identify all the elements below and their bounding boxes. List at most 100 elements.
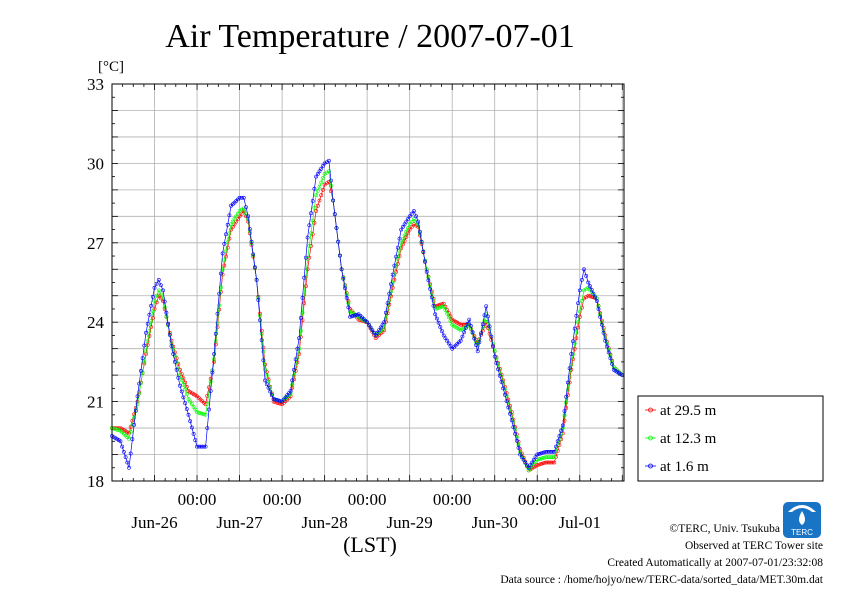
data-point [509,418,514,423]
data-point [133,408,138,413]
data-point [562,409,567,414]
data-point [295,360,300,365]
data-point [533,455,538,460]
data-point [264,382,269,387]
data-point [404,229,409,234]
data-point [458,338,463,343]
data-point [465,321,470,326]
x-tick-label-time: 00:00 [433,490,472,509]
data-point [237,195,242,200]
data-point [588,284,592,289]
data-point [514,435,519,440]
data-point [189,425,194,430]
data-point [319,180,324,185]
data-point [402,222,407,227]
data-point [383,310,388,315]
data-point [554,444,558,449]
data-point [150,316,155,320]
data-point [566,380,570,385]
data-point [135,402,140,407]
data-point [538,456,543,461]
data-point [268,389,273,394]
data-point [183,387,188,392]
data-point [428,283,433,288]
plot-frame [111,83,625,482]
data-point [474,343,478,347]
data-point [128,451,133,456]
data-point [145,321,150,326]
data-point [254,277,259,282]
data-point [113,427,118,432]
data-point [307,244,312,248]
data-point [171,352,176,356]
data-point [499,380,504,384]
data-point [310,199,315,203]
data-point [232,217,237,221]
data-point [244,214,248,219]
data-point [259,331,264,336]
data-point [531,457,536,462]
data-point [196,410,201,415]
data-point [205,401,210,406]
data-point [428,286,433,291]
data-point [275,398,279,402]
data-point [169,344,174,348]
legend-marker [648,435,653,441]
data-point [387,298,392,303]
data-point [394,269,399,274]
data-point [566,388,570,392]
data-point [562,418,567,423]
data-point [487,324,492,329]
data-point [235,211,240,216]
data-point [409,211,414,216]
data-point [577,309,582,314]
data-point [567,366,572,371]
data-point [414,219,419,224]
data-point [572,326,577,331]
data-point [158,292,163,297]
data-point [152,285,157,290]
data-point [271,397,276,401]
data-point [298,316,303,320]
x-tick-label-date: Jun-30 [472,513,518,532]
data-point [125,460,130,465]
data-point [550,460,555,465]
data-point [181,382,186,387]
data-point [218,271,223,276]
data-point [530,460,535,465]
data-point [411,209,416,213]
data-point [207,407,211,412]
data-point [574,336,579,341]
data-point [278,399,283,404]
data-point [292,367,296,372]
data-point [438,305,443,310]
data-point [431,303,436,308]
data-point [305,235,310,240]
data-point [394,254,399,259]
data-point [156,288,161,293]
data-point [142,359,147,364]
data-point [310,218,315,223]
data-point [605,344,609,349]
data-point [540,461,545,466]
data-point [601,330,606,335]
legend-label: at 29.5 m [660,403,717,419]
data-point [409,219,414,224]
data-point [557,434,562,438]
legend-label: at 1.6 m [660,459,709,475]
data-point [516,445,521,450]
data-point [147,312,152,317]
data-point [576,325,581,330]
data-point [297,336,302,341]
data-point [436,320,441,325]
data-point [317,198,322,203]
data-point [144,349,148,354]
data-point [511,425,516,429]
data-point [346,301,351,306]
data-point [246,214,251,219]
data-point [218,285,223,290]
data-point [336,239,341,244]
x-tick-label-date: Jun-28 [301,513,347,532]
data-point [574,330,579,335]
